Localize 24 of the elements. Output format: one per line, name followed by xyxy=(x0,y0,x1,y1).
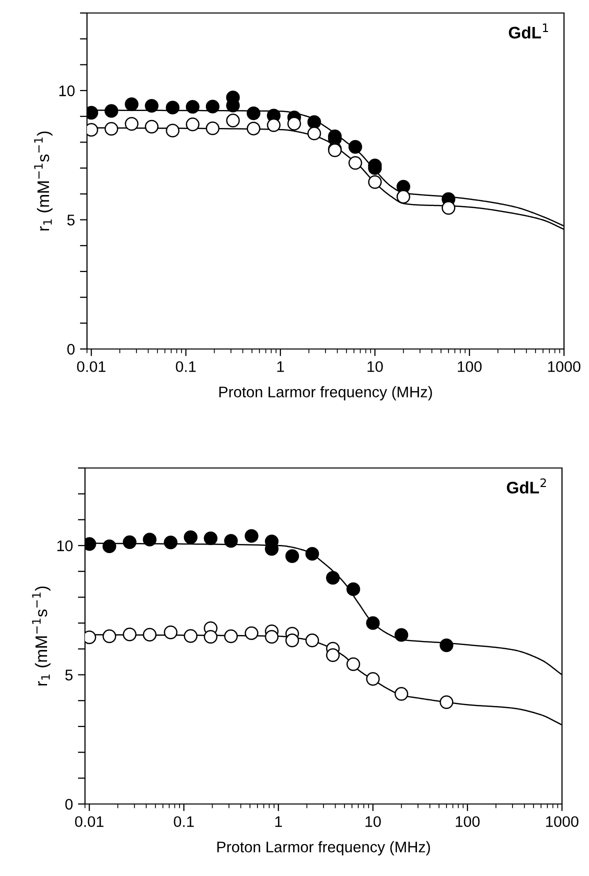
y-tick-label: 5 xyxy=(67,214,75,226)
x-tick-label: 0.01 xyxy=(75,816,104,828)
annotation: GdL$^{1}$ xyxy=(508,24,548,39)
y-tick-label: 0 xyxy=(67,344,75,355)
x-tick-label: 1000 xyxy=(546,816,578,828)
x-tick-label: 1000 xyxy=(548,361,580,372)
x-tick-label: 10 xyxy=(366,816,381,828)
x-tick-label: 100 xyxy=(456,816,480,828)
x-tick-label: 100 xyxy=(458,361,482,372)
x-tick-label: 10 xyxy=(368,361,383,372)
y-tick-label: 10 xyxy=(57,540,73,552)
x-tick-label: 0.01 xyxy=(77,361,106,372)
x-axis-title: Proton Larmor frequency (MHz) xyxy=(219,386,432,400)
annotation: GdL$^{2}$ xyxy=(506,478,546,494)
y-tick-label: 0 xyxy=(65,798,73,810)
y-axis-title: r$_{1}$ (mM$^{−1}$s$^{−1}$) xyxy=(34,132,52,230)
x-tick-label: 1 xyxy=(277,361,284,372)
x-axis-title: Proton Larmor frequency (MHz) xyxy=(217,841,430,856)
x-tick-label: 0.1 xyxy=(174,816,194,828)
y-tick-label: 10 xyxy=(59,85,75,96)
x-tick-label: 1 xyxy=(275,816,282,827)
x-tick-label: 0.1 xyxy=(176,361,196,372)
y-tick-label: 5 xyxy=(65,670,73,680)
y-axis-title: r$_{1}$ (mM$^{−1}$s$^{−1}$) xyxy=(32,586,50,686)
